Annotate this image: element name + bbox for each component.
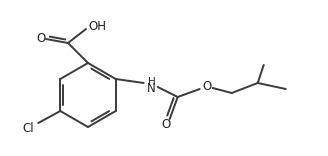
- Text: O: O: [161, 119, 170, 132]
- Text: H: H: [148, 77, 155, 87]
- Text: O: O: [36, 32, 46, 44]
- Text: Cl: Cl: [23, 122, 34, 134]
- Text: N: N: [147, 83, 156, 95]
- Text: O: O: [202, 80, 211, 93]
- Text: OH: OH: [88, 20, 106, 34]
